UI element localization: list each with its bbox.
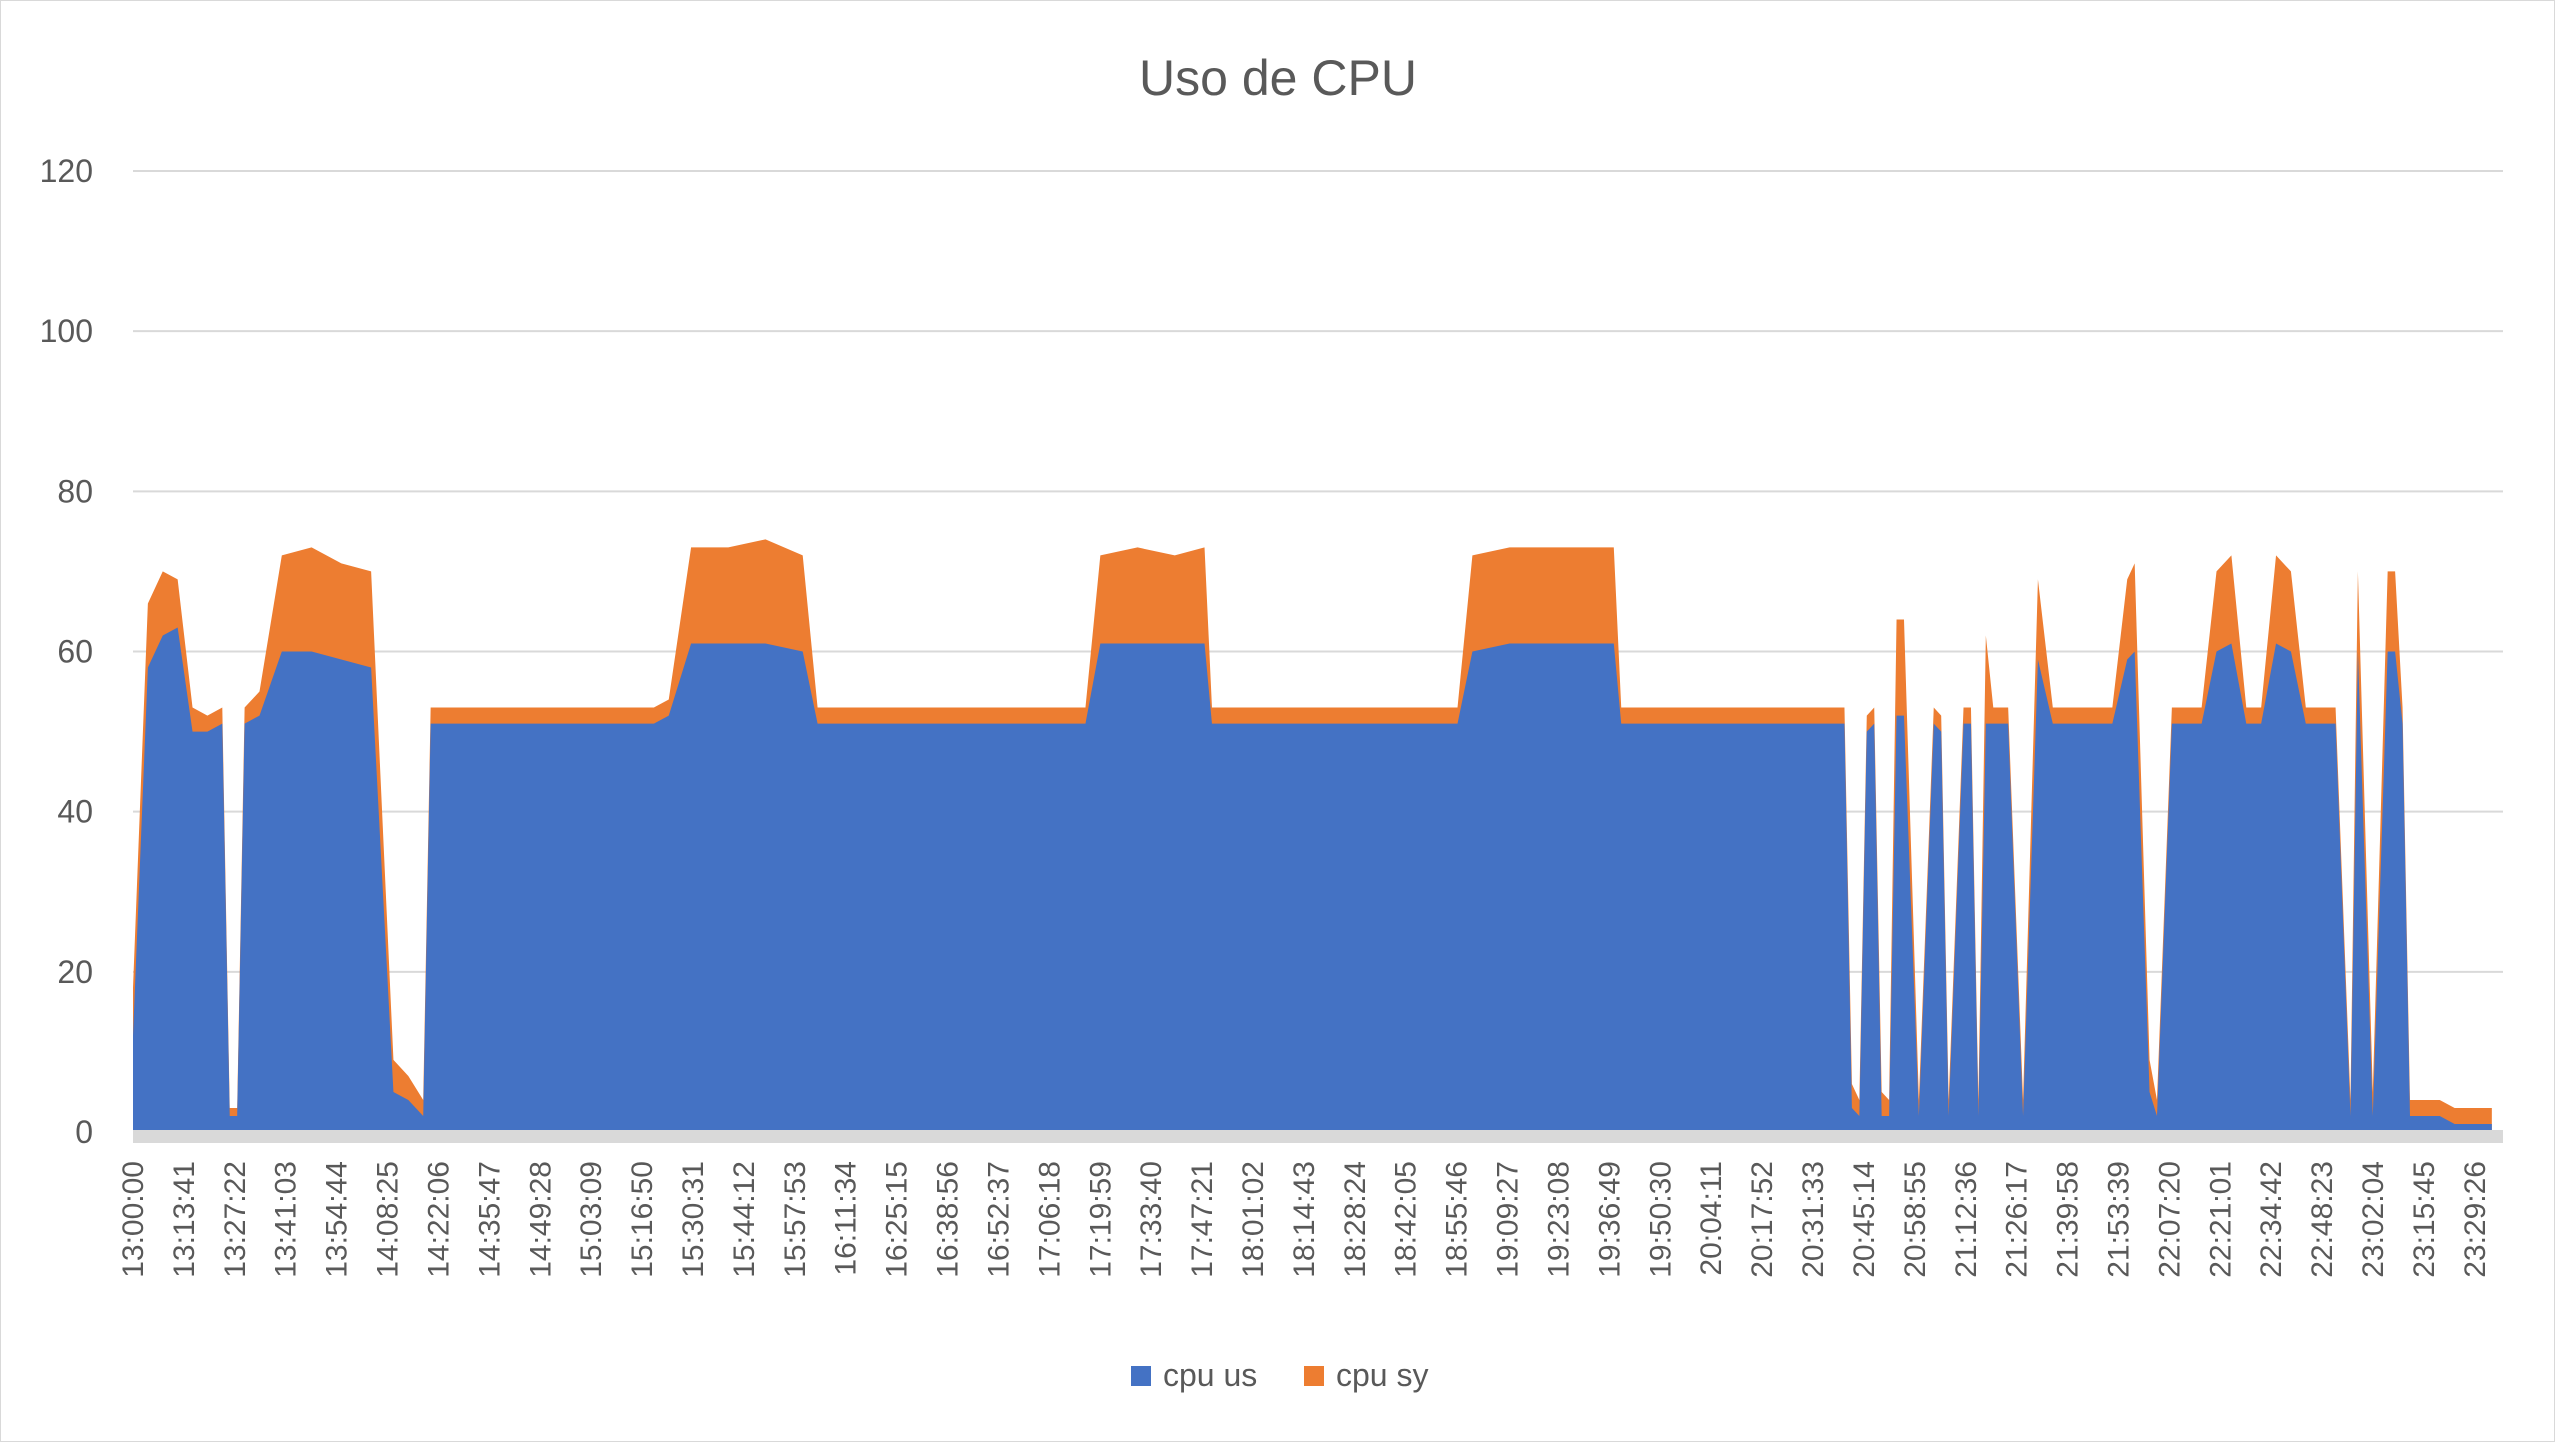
x-tick-label: 14:08:25 bbox=[372, 1161, 405, 1278]
x-tick-label: 18:55:46 bbox=[1441, 1161, 1474, 1278]
x-tick-label: 15:03:09 bbox=[575, 1161, 608, 1278]
x-axis-ticks: 13:00:00 13:13:41 13:27:22 13:41:03 13:54:44… bbox=[117, 1161, 2492, 1278]
legend-label-cpu-us: cpu us bbox=[1163, 1357, 1257, 1393]
x-tick-label: 16:25:15 bbox=[881, 1161, 914, 1278]
x-tick-label: 16:38:56 bbox=[932, 1161, 965, 1278]
x-tick-label: 13:00:00 bbox=[117, 1161, 150, 1278]
x-tick-label: 17:06:18 bbox=[1033, 1161, 1066, 1278]
x-tick-label: 22:21:01 bbox=[2204, 1161, 2237, 1278]
x-tick-label: 21:39:58 bbox=[2052, 1161, 2085, 1278]
legend-swatch-cpu-us bbox=[1131, 1366, 1151, 1386]
x-tick-label: 20:17:52 bbox=[1746, 1161, 1779, 1278]
y-tick-label: 100 bbox=[40, 313, 93, 349]
x-tick-label: 15:44:12 bbox=[728, 1161, 761, 1278]
x-tick-label: 14:49:28 bbox=[524, 1161, 557, 1278]
x-tick-label: 18:42:05 bbox=[1390, 1161, 1423, 1278]
legend-label-cpu-sy: cpu sy bbox=[1336, 1357, 1428, 1393]
x-tick-label: 19:36:49 bbox=[1593, 1161, 1626, 1278]
x-tick-label: 16:11:34 bbox=[830, 1161, 863, 1276]
x-tick-label: 13:54:44 bbox=[321, 1161, 354, 1278]
x-tick-label: 15:57:53 bbox=[779, 1161, 812, 1278]
x-tick-label: 18:14:43 bbox=[1288, 1161, 1321, 1278]
x-tick-label: 22:48:23 bbox=[2306, 1161, 2339, 1278]
x-tick-label: 18:01:02 bbox=[1237, 1161, 1270, 1278]
x-tick-label: 22:07:20 bbox=[2153, 1161, 2186, 1278]
x-tick-label: 14:22:06 bbox=[422, 1161, 455, 1278]
x-tick-label: 22:34:42 bbox=[2255, 1161, 2288, 1278]
x-tick-label: 13:13:41 bbox=[168, 1161, 201, 1278]
x-tick-label: 20:58:55 bbox=[1899, 1161, 1932, 1278]
x-tick-label: 19:09:27 bbox=[1492, 1161, 1525, 1278]
x-tick-label: 21:26:17 bbox=[2001, 1161, 2034, 1278]
x-tick-label: 23:15:45 bbox=[2408, 1161, 2441, 1278]
x-tick-label: 16:52:37 bbox=[982, 1161, 1015, 1278]
x-tick-label: 23:02:04 bbox=[2357, 1161, 2390, 1278]
x-tick-label: 19:50:30 bbox=[1644, 1161, 1677, 1278]
x-tick-label: 20:04:11 bbox=[1695, 1161, 1728, 1276]
x-tick-label: 19:23:08 bbox=[1542, 1161, 1575, 1278]
x-tick-label: 20:45:14 bbox=[1848, 1161, 1881, 1278]
series-cpu-us-area bbox=[133, 627, 2492, 1132]
y-tick-label: 120 bbox=[40, 153, 93, 189]
x-tick-label: 18:28:24 bbox=[1339, 1161, 1372, 1278]
x-tick-label: 14:35:47 bbox=[473, 1161, 506, 1278]
legend: cpu us cpu sy bbox=[1131, 1357, 1428, 1393]
x-tick-label: 17:19:59 bbox=[1084, 1161, 1117, 1278]
x-tick-label: 17:47:21 bbox=[1186, 1161, 1219, 1278]
x-tick-label: 21:53:39 bbox=[2102, 1161, 2135, 1278]
chart-title: Uso de CPU bbox=[1139, 50, 1417, 106]
x-tick-label: 15:30:31 bbox=[677, 1161, 710, 1278]
y-tick-label: 40 bbox=[57, 794, 93, 830]
area-series bbox=[133, 539, 2492, 1132]
x-tick-label: 23:29:26 bbox=[2459, 1161, 2492, 1278]
x-tick-label: 20:31:33 bbox=[1797, 1161, 1830, 1278]
x-tick-label: 15:16:50 bbox=[626, 1161, 659, 1278]
y-axis-ticks: 0 20 40 60 80 100 120 bbox=[40, 153, 93, 1150]
x-tick-label: 17:33:40 bbox=[1135, 1161, 1168, 1278]
y-tick-label: 0 bbox=[75, 1114, 93, 1150]
x-tick-label: 13:41:03 bbox=[270, 1161, 303, 1278]
y-tick-label: 60 bbox=[57, 634, 93, 670]
x-tick-label: 21:12:36 bbox=[1950, 1161, 1983, 1278]
y-tick-label: 80 bbox=[57, 473, 93, 509]
legend-swatch-cpu-sy bbox=[1304, 1366, 1324, 1386]
x-tick-label: 13:27:22 bbox=[219, 1161, 252, 1278]
y-tick-label: 20 bbox=[57, 954, 93, 990]
x-axis-baseline bbox=[133, 1130, 2503, 1143]
